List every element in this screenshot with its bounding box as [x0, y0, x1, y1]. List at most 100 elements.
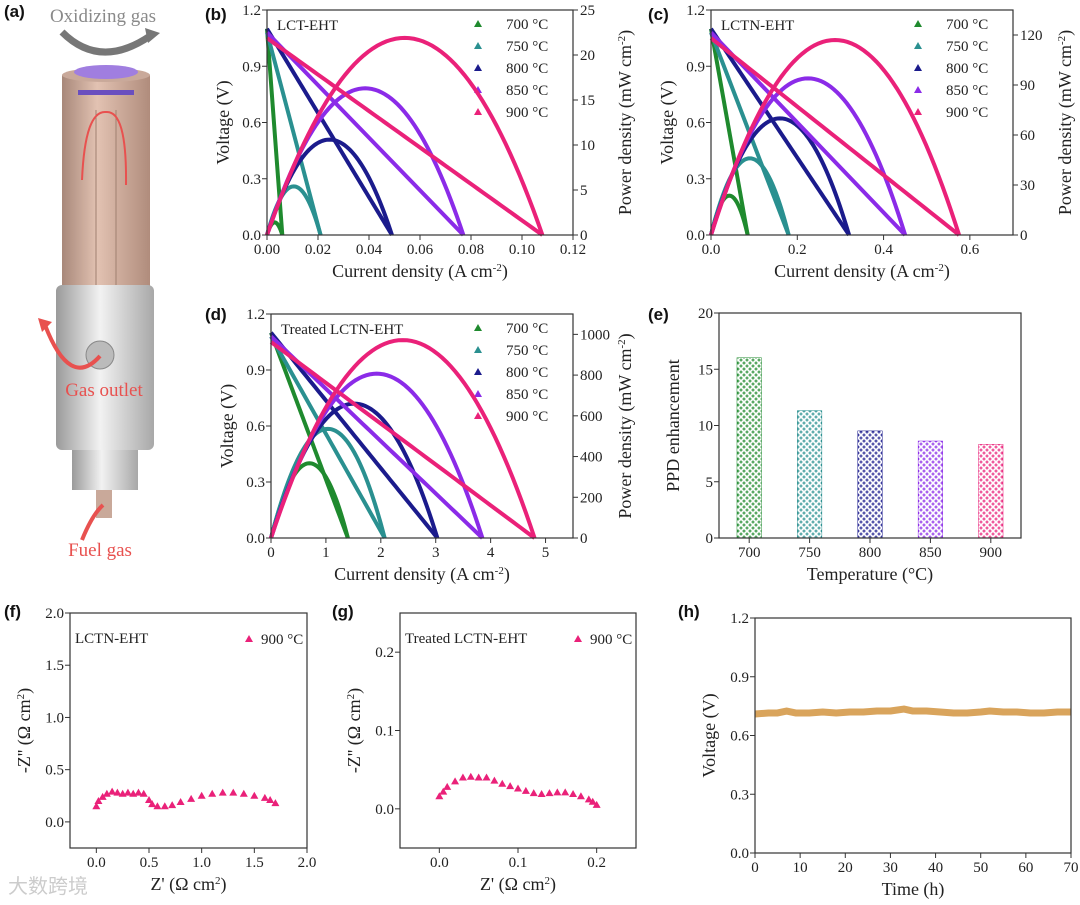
x-tick-label: 0.12: [560, 242, 586, 258]
y-tick-label: 20: [698, 306, 713, 322]
legend-triangle-icon: [245, 635, 253, 642]
data-point: [588, 797, 597, 805]
data-point: [553, 788, 562, 796]
label-part: Z' (Ω cm: [150, 874, 215, 895]
chart-panel-g: (g) Treated LCTN-EHT 900 °C 0.0 0.1 0.2 0.0 0.1…: [332, 602, 637, 895]
label-part: Voltage (V): [217, 384, 238, 468]
y-tick-label: 1.2: [730, 611, 749, 627]
data-point: [592, 800, 601, 808]
y-axis-label: Voltage (V): [213, 80, 234, 164]
charts: (b) 700 °C 750 °C 800 °C 850 °C 900 °C LCT-EHT…: [4, 3, 1079, 900]
chart-panel-f: (f) LCTN-EHT 900 °C 0.0 0.5 1.0 1.5 2.0 0.0 0.5 1.…: [4, 602, 316, 895]
data-point: [435, 792, 444, 800]
x-tick-label: 0.0: [430, 855, 449, 871]
gas-outlet-label: Gas outlet: [65, 380, 143, 401]
x-tick-label: 50: [973, 860, 988, 876]
data-point: [92, 802, 101, 810]
legend-label: 900 °C: [590, 632, 632, 648]
chart-title: LCTN-EHT: [75, 631, 148, 647]
x-axis-label: Time (h): [882, 879, 945, 900]
legend-label: 750 °C: [946, 39, 988, 55]
data-point: [134, 788, 143, 796]
y-tick-label: 1.5: [45, 658, 64, 674]
y2-tick-label: 90: [1020, 78, 1035, 94]
data-point: [474, 773, 483, 781]
x-tick-label: 850: [919, 545, 942, 561]
legend-triangle-icon: [474, 346, 482, 353]
voltage-curve-750: [265, 31, 323, 236]
x-tick-label: 0.10: [509, 242, 535, 258]
y-tick-label: 0.6: [686, 116, 705, 132]
power-curve-900: [709, 37, 961, 236]
x-tick-label: 1.5: [245, 855, 264, 871]
x-tick-label: 0: [751, 860, 759, 876]
chart-panel-e: (e) 700 750 800 850 900 0 5 10 15 20 Temperature (°…: [648, 305, 1022, 585]
y2-tick-label: 15: [580, 93, 595, 109]
bar-hatch: [797, 410, 822, 538]
legend-label: 900 °C: [261, 632, 303, 648]
x-tick-label: 0.4: [874, 242, 893, 258]
legend-label: 800 °C: [506, 365, 548, 381]
label-part: ): [221, 874, 227, 895]
y-tick-label: 0.6: [246, 419, 265, 435]
x-tick-label: 2.0: [298, 855, 317, 871]
label-part: ): [1055, 30, 1076, 36]
legend-label: 800 °C: [946, 61, 988, 77]
x-axis-label: Z' (Ω cm2): [150, 874, 226, 895]
data-point: [168, 801, 177, 809]
chart-title: LCTN-EHT: [721, 18, 794, 34]
chart-panel-d: (d) 700 °C 750 °C 800 °C 850 °C 900 °C Treated…: [205, 305, 636, 585]
x-tick-label: 0.08: [458, 242, 484, 258]
bar-hatch: [918, 441, 943, 538]
voltage-curve-900: [269, 340, 536, 540]
x-tick-label: 0.0: [87, 855, 106, 871]
power-curve-900: [265, 35, 545, 236]
panel-label-g: (g): [332, 602, 354, 621]
x-axis-label: Current density (A cm-2): [334, 564, 510, 585]
y2-axis-label: Power density (mW cm-2): [615, 333, 636, 518]
data-point: [545, 789, 554, 797]
data-point: [490, 776, 499, 784]
label-part: Voltage (V): [657, 80, 678, 164]
y-tick-label: 0.3: [242, 172, 261, 188]
label-part: 2: [545, 875, 551, 887]
y-tick-label: 1.2: [246, 307, 265, 323]
y-tick-label: 0.6: [730, 729, 749, 745]
data-point: [239, 789, 248, 797]
x-tick-label: 30: [883, 860, 898, 876]
flow-arrow-icon: [81, 110, 128, 186]
x-tick-label: 900: [980, 545, 1003, 561]
data-point: [451, 777, 460, 785]
data-point: [197, 791, 206, 799]
y-axis-label: -Z'' (Ω cm2): [344, 688, 365, 773]
oxidizing-gas-arrow-icon: [59, 29, 152, 56]
power-curve-750: [269, 426, 387, 539]
voltage-curve-850: [265, 31, 465, 237]
voltage-curve-900: [709, 36, 961, 237]
legend-label: 900 °C: [506, 409, 548, 425]
x-tick-label: 70: [1064, 860, 1079, 876]
legend-triangle-icon: [914, 64, 922, 71]
x-tick-label: 4: [487, 545, 495, 561]
legend-triangle-icon: [474, 108, 482, 115]
data-point: [266, 795, 275, 803]
x-tick-label: 0.2: [788, 242, 807, 258]
label-part: Current density (A cm: [774, 261, 934, 282]
cathode-layer: [78, 90, 134, 95]
y2-tick-label: 0: [580, 228, 588, 244]
y2-axis-label: Power density (mW cm-2): [615, 30, 636, 215]
chart-title: Treated LCTN-EHT: [405, 631, 527, 647]
x-tick-label: 0.5: [140, 855, 159, 871]
data-point: [102, 789, 111, 797]
y-tick-label: 1.2: [242, 3, 261, 19]
legend-label: 850 °C: [506, 83, 548, 99]
panel-label-c: (c): [648, 5, 669, 24]
data-point: [521, 786, 530, 794]
y2-tick-label: 0: [1020, 228, 1028, 244]
label-part: Power density (mW cm: [1055, 45, 1076, 215]
voltage-trace: [754, 705, 1071, 718]
data-point: [218, 788, 227, 796]
y2-tick-label: 20: [580, 48, 595, 64]
y-tick-label: 0.6: [242, 116, 261, 132]
y-axis-label: Voltage (V): [657, 80, 678, 164]
